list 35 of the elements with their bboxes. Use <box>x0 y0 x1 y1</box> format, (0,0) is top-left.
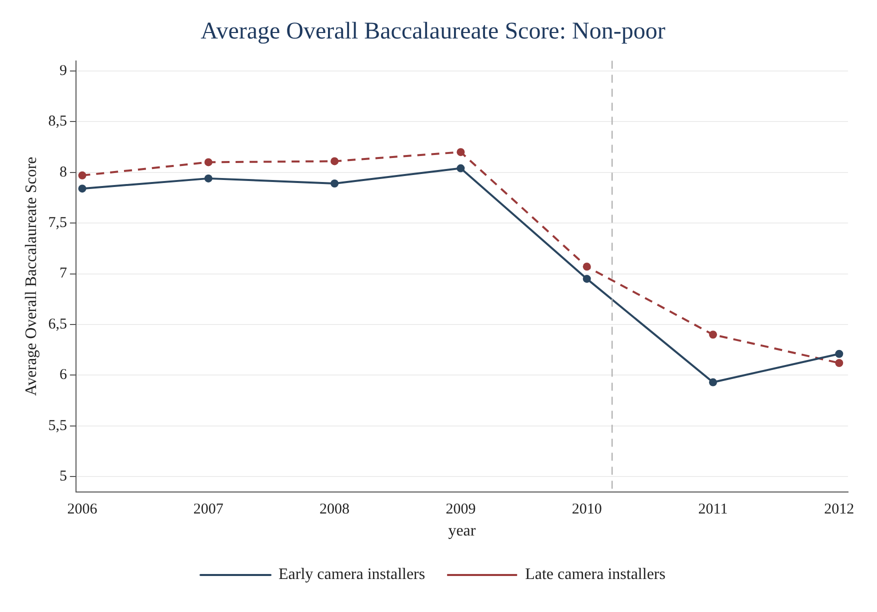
legend-label: Late camera installers <box>525 566 666 584</box>
point <box>582 274 591 283</box>
x-tick-label: 2007 <box>193 502 224 518</box>
point <box>456 164 465 172</box>
point <box>709 330 718 339</box>
y-tick-label: 5,5 <box>48 418 67 434</box>
y-tick-label: 9 <box>59 62 67 79</box>
x-tick-label: 2009 <box>446 502 476 518</box>
y-axis-title: Average Overall Baccalaureate Score <box>22 156 40 396</box>
chart-title: Average Overall Baccalaureate Score: Non-poor <box>200 18 666 45</box>
point <box>835 359 844 368</box>
x-tick-label: 2008 <box>320 502 350 518</box>
y-tick-label: 6,5 <box>48 316 67 332</box>
point <box>835 350 844 358</box>
point <box>582 262 591 271</box>
point <box>709 378 718 386</box>
x-tick-label: 2010 <box>572 502 602 518</box>
point <box>330 180 339 188</box>
point <box>330 157 339 166</box>
x-tick-label: 2011 <box>698 502 728 518</box>
x-axis-title: year <box>448 522 476 540</box>
y-tick-label: 5 <box>59 468 67 485</box>
y-tick-label: 7,5 <box>48 214 67 231</box>
y-tick-label: 6 <box>59 367 68 384</box>
point <box>456 148 465 156</box>
x-tick-label: 2006 <box>67 502 98 518</box>
y-tick-label: 8,5 <box>48 114 67 130</box>
y-tick-label: 8 <box>59 164 67 180</box>
legend-label: Early camera installers <box>278 566 426 584</box>
point <box>204 158 212 166</box>
x-tick-label: 2012 <box>824 502 854 518</box>
point <box>78 184 86 193</box>
point <box>78 171 86 180</box>
y-tick-label: 7 <box>59 266 68 282</box>
point <box>204 174 212 182</box>
